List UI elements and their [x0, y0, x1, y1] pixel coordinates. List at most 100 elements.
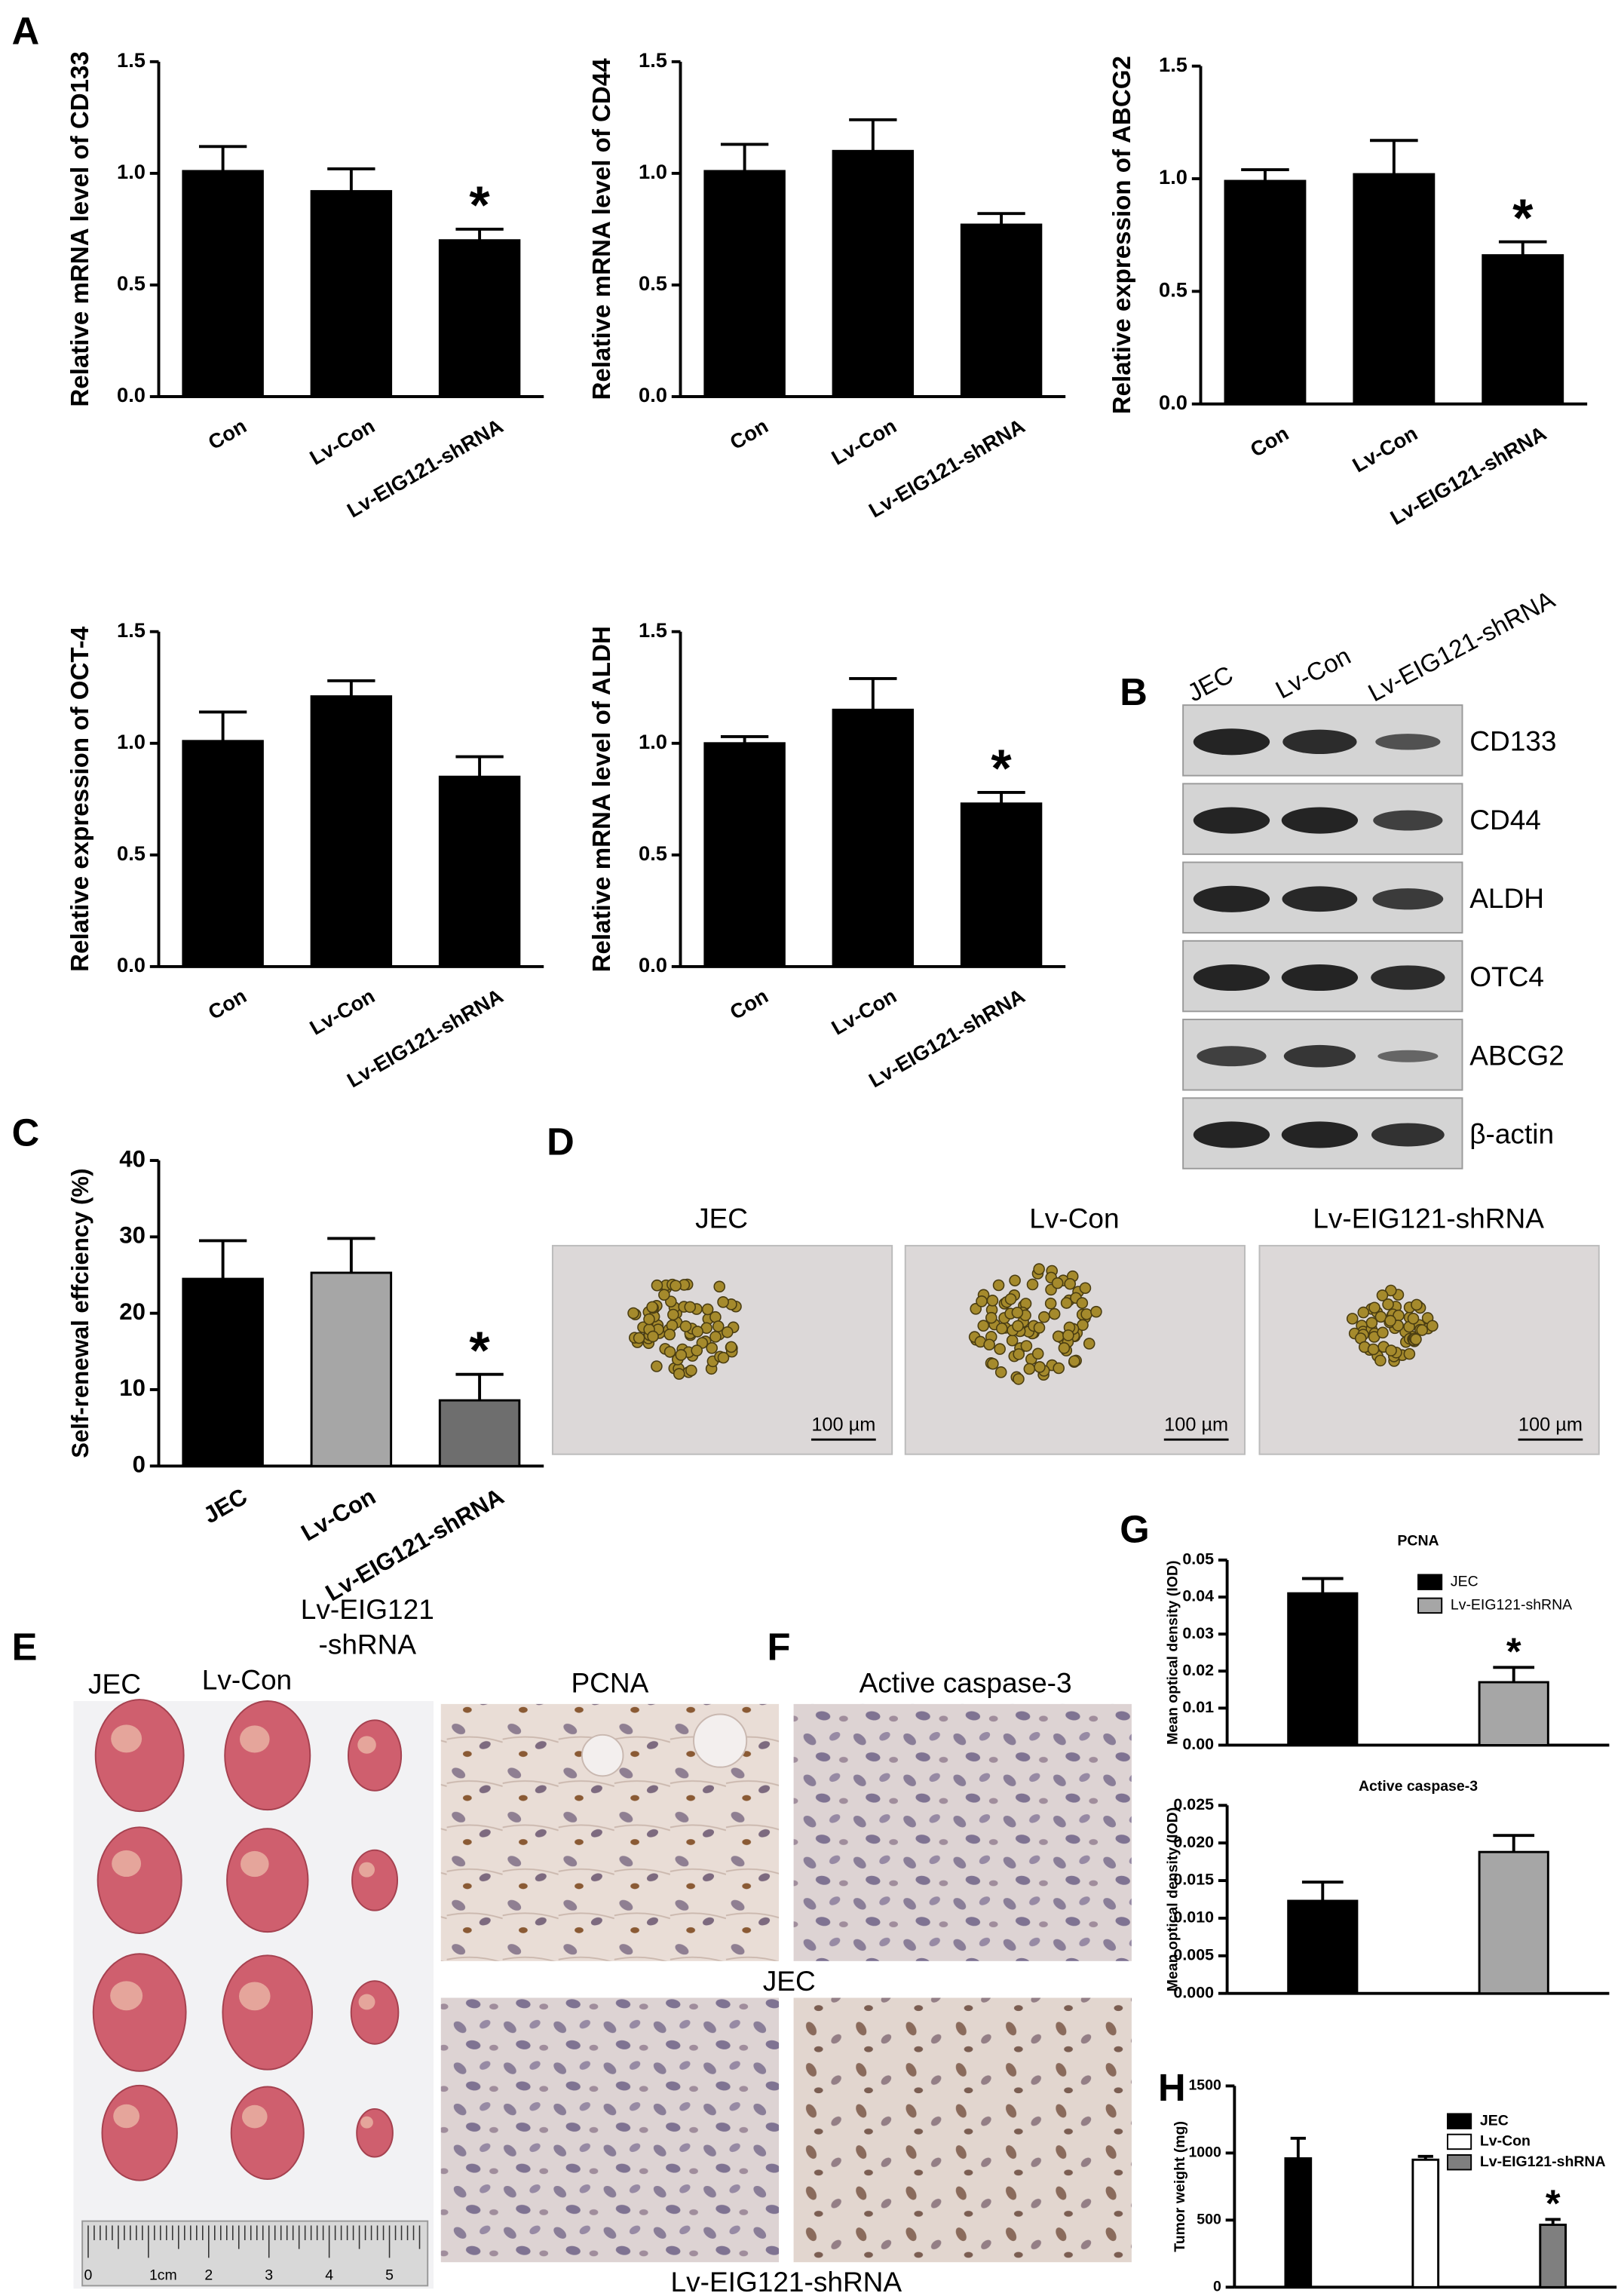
cell — [1382, 1298, 1394, 1310]
tumor-photo: JEC Lv-Con Lv-EIG121 -shRNA 0 1cm 2 3 4 5 — [73, 1593, 434, 2289]
cell — [1020, 1340, 1033, 1352]
y-tick-label: 1.5 — [639, 48, 667, 72]
x-tick-label: Lv-Con — [305, 984, 378, 1040]
tumor — [230, 2086, 305, 2180]
cell — [994, 1343, 1006, 1355]
bar — [703, 170, 786, 398]
lane-label: Lv-Con — [1271, 642, 1356, 705]
tumor-highlight — [359, 1862, 375, 1878]
y-tick-label: 0 — [133, 1451, 146, 1478]
ruler-label: 5 — [385, 2267, 394, 2284]
blot-label: ALDH — [1469, 882, 1544, 914]
bar-chart: 0.0 0.5 1.0 1.5 Relative mRNA level of CD133… — [66, 48, 544, 522]
blot-label: CD44 — [1469, 804, 1541, 835]
error-bar — [327, 167, 375, 192]
legend-swatch — [1417, 1597, 1443, 1614]
ihc-image — [793, 1703, 1132, 1961]
cell — [627, 1307, 639, 1320]
blot-band — [1282, 729, 1357, 754]
bar-chart: 0 10 20 30 40 Self-renewal effciency (%) JEC Lv… — [67, 1145, 544, 1606]
bar — [832, 708, 915, 968]
tumor — [350, 1980, 400, 2045]
y-tick-label: 1.5 — [117, 618, 146, 642]
y-tick-label: 0.025 — [1173, 1795, 1214, 1813]
legend-label: Lv-EIG121-shRNA — [1451, 1597, 1572, 1614]
cell — [992, 1279, 1005, 1292]
x-tick-label: Con — [726, 414, 772, 454]
bar — [1478, 1681, 1549, 1746]
annotation: * — [1512, 188, 1534, 247]
cell — [1426, 1320, 1439, 1332]
tumor — [224, 1700, 311, 1811]
y-tick-label: 1.0 — [117, 730, 146, 753]
tumor-highlight — [112, 1850, 142, 1878]
cell — [1368, 1301, 1380, 1314]
cell — [673, 1368, 685, 1380]
blot-band — [1377, 1050, 1439, 1062]
error-bar — [455, 1372, 504, 1401]
cell — [713, 1280, 726, 1293]
bar — [438, 239, 521, 398]
bar — [1539, 2224, 1567, 2288]
x-tick-label: Lv-Con — [827, 414, 900, 470]
group-label: -shRNA — [319, 1629, 417, 1660]
y-tick-label: 0.5 — [639, 841, 667, 865]
y-tick-label: 0.000 — [1173, 1983, 1214, 2001]
error-bar — [849, 676, 897, 710]
cell — [1407, 1312, 1420, 1325]
cell — [1411, 1298, 1423, 1311]
cell — [663, 1346, 676, 1358]
cell — [691, 1344, 703, 1356]
group-label: JEC — [88, 1668, 141, 1700]
blot-band — [1197, 1046, 1267, 1067]
y-tick-label: 0.015 — [1173, 1871, 1214, 1889]
row-label: JEC — [763, 1965, 816, 1997]
x-tick-label: Con — [1246, 421, 1292, 461]
y-axis-label: Mean optical density (IOD) — [1164, 1807, 1181, 1991]
tumor — [222, 1954, 314, 2071]
row-label: Lv-EIG121-shRNA — [671, 2266, 902, 2296]
western-blot: JEC Lv-Con Lv-EIG121-shRNA CD133 CD44 ALDH… — [1182, 586, 1564, 1169]
y-tick-label: 0.005 — [1173, 1945, 1214, 1963]
ihc-image — [793, 1997, 1132, 2263]
tumor-highlight — [358, 1994, 375, 2010]
y-axis-label: Relative mRNA level of CD133 — [66, 51, 94, 407]
blot-band — [1193, 964, 1270, 992]
error-bar — [720, 734, 769, 743]
tumor — [101, 2084, 178, 2181]
bar — [310, 1271, 393, 1467]
cell — [1011, 1306, 1024, 1319]
y-tick-label: 10 — [119, 1375, 146, 1401]
y-tick-label: 1.0 — [117, 160, 146, 183]
y-tick-label: 500 — [1197, 2211, 1221, 2227]
stain-label: PCNA — [571, 1666, 648, 1698]
panel-label: H — [1158, 2066, 1186, 2109]
blot-band — [1372, 888, 1444, 910]
blot-band — [1282, 886, 1358, 912]
panel-label: A — [12, 9, 40, 52]
ruler-label: 2 — [204, 2267, 213, 2284]
y-tick-label: 1.5 — [117, 48, 146, 72]
tumor — [347, 1719, 403, 1792]
cell — [1416, 1324, 1428, 1336]
tumor — [226, 1828, 309, 1933]
cell — [986, 1295, 999, 1307]
tumor-highlight — [111, 1724, 142, 1753]
blot-band — [1373, 810, 1443, 831]
legend-label: Lv-Con — [1480, 2133, 1531, 2150]
x-tick-label: Lv-Con — [1348, 421, 1421, 477]
cell — [633, 1332, 645, 1344]
bar — [1224, 179, 1307, 406]
error-bar — [198, 145, 247, 171]
y-tick-label: 0.5 — [117, 271, 146, 295]
cell — [1403, 1347, 1416, 1360]
cell — [706, 1342, 718, 1354]
cell — [1031, 1347, 1044, 1360]
cell — [1026, 1278, 1039, 1291]
cell — [1013, 1373, 1025, 1385]
vacuole — [581, 1733, 624, 1777]
cell — [1385, 1344, 1397, 1356]
blot-band — [1193, 885, 1270, 912]
ruler — [81, 2220, 429, 2287]
